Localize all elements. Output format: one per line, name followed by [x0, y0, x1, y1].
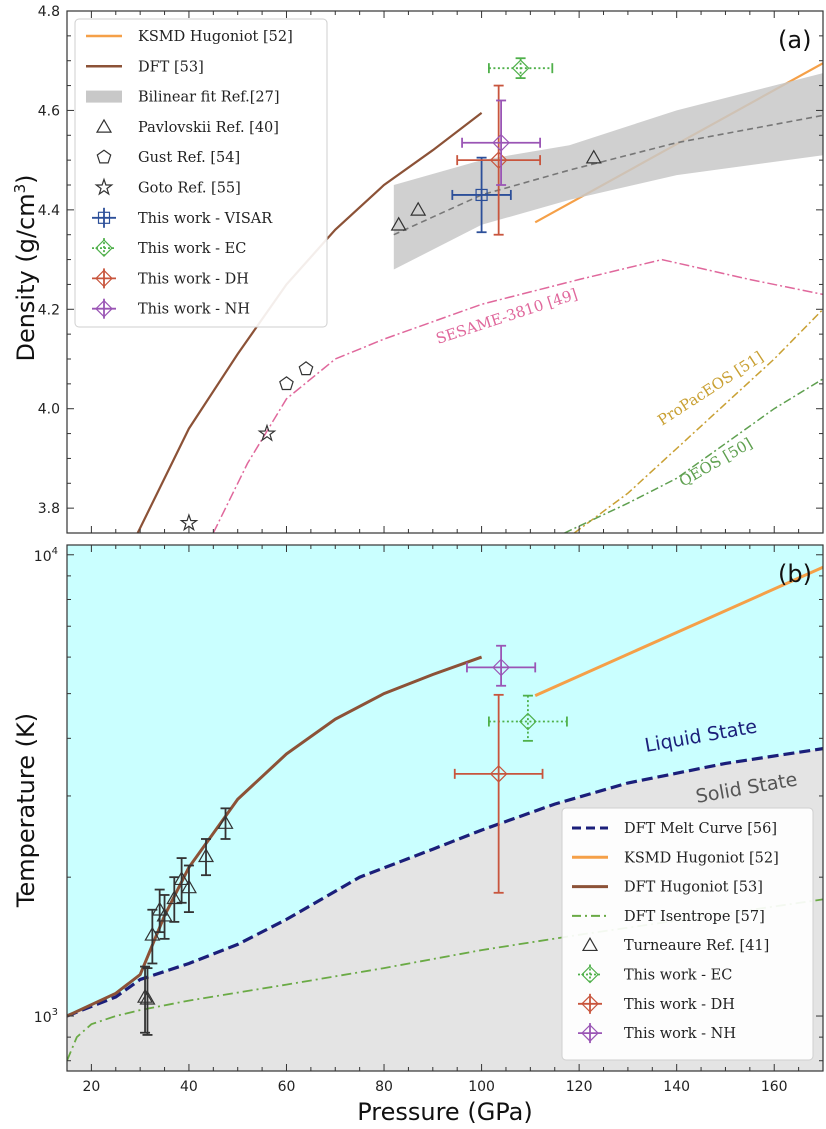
sesame-annotation: SESAME-3810 [49]	[434, 285, 580, 348]
y-tick-label-a: 4.8	[38, 4, 60, 20]
points-a-pavlovskii-ref-40-marker	[585, 149, 602, 164]
points-b-turneaure-ref-41-marker	[217, 814, 234, 829]
points-a-gust-ref-54-marker	[298, 361, 314, 376]
series-a-bilinear-fit-ref-27-center	[393, 114, 823, 236]
legend-label: Bilinear fit Ref.[27]	[138, 90, 280, 106]
x-axis-label: Pressure (GPa)	[357, 1098, 533, 1126]
points-a-goto-ref-55-marker	[257, 423, 277, 442]
series-b-dft-isentrope-57	[67, 898, 823, 1062]
points-b-turneaure-ref-41-marker	[151, 901, 168, 916]
points-b-turneaure-ref-41-marker	[180, 879, 197, 894]
points-b-turneaure-ref-41-marker	[144, 926, 161, 941]
y-tick-label-a: 4.0	[38, 402, 60, 418]
panel-a-frame	[66, 10, 824, 534]
legend-label: DFT Melt Curve [56]	[624, 821, 777, 837]
legend-swatch-marker	[95, 269, 113, 288]
legend-label: KSMD Hugoniot [52]	[138, 29, 293, 45]
points-b-turneaure-ref-41-marker	[166, 890, 183, 905]
x-tick-label: 20	[82, 1079, 100, 1095]
panel-a-label: (a)	[778, 26, 811, 54]
legend-swatch-marker	[96, 149, 112, 164]
points-b-this-work-nh-marker	[492, 658, 510, 677]
points-b-this-work-dh-marker	[489, 764, 508, 783]
legend-label: DFT [53]	[138, 59, 204, 75]
points-a-this-work-nh-marker	[492, 133, 510, 152]
panel-a-plot-area	[136, 57, 823, 533]
panel-b-ylabel: Temperature (K)	[12, 713, 40, 908]
x-tick-label: 120	[566, 1079, 593, 1095]
series-a-bilinear-fit-ref-27-band	[393, 73, 823, 270]
panel-a-ticks: 3.8 4.0 4.2 4.4 4.6 4.8	[38, 4, 823, 533]
points-a-this-work-ec-marker	[511, 59, 530, 78]
points-a-this-work-dh-marker	[489, 151, 508, 169]
panel-a-ylabel: Density (g/cm3)	[11, 174, 40, 361]
points-a-gust-ref-54-marker	[279, 376, 294, 391]
legend-label: This work - NH	[624, 1026, 736, 1042]
x-tick-label: 100	[468, 1079, 495, 1095]
legend-label: Goto Ref. [55]	[138, 181, 241, 197]
points-b-turneaure-ref-41-marker	[156, 907, 173, 922]
legend-label: This work - VISAR	[138, 211, 273, 227]
legend-label: Gust Ref. [54]	[138, 150, 240, 166]
series-a-propaceos-51	[573, 308, 823, 533]
y-tick-label-a: 4.6	[38, 103, 60, 119]
legend-swatch	[86, 90, 122, 103]
points-b-turneaure-ref-41-marker	[197, 848, 215, 863]
legend-swatch-marker	[581, 1024, 599, 1042]
series-b-ksmd-hugoniot-52	[534, 565, 823, 697]
legend-label: This work - DH	[138, 271, 249, 287]
points-b-turneaure-ref-41-marker	[137, 988, 154, 1003]
y-tick-label-a: 3.8	[38, 501, 60, 517]
points-b-this-work-ec-marker	[519, 712, 537, 731]
legend-label: Pavlovskii Ref. [40]	[138, 120, 279, 136]
x-tick-label: 80	[375, 1079, 393, 1095]
legend-swatch-marker	[95, 239, 113, 257]
legend-swatch-marker	[581, 994, 599, 1013]
qeos-annotation: QEOS [50]	[676, 434, 755, 490]
legend-label: KSMD Hugoniot [52]	[624, 850, 779, 866]
legend-swatch-marker	[97, 211, 111, 224]
panel-b-legend-box	[561, 807, 814, 1061]
x-tick-label: 140	[663, 1079, 690, 1095]
legend-label: Turneaure Ref. [41]	[624, 938, 769, 954]
y-tick-label-b: 103	[34, 1007, 58, 1026]
y-tick-label-b: 104	[34, 546, 58, 565]
panel-b-frame	[66, 544, 824, 1072]
panel-a-legend-box	[74, 18, 328, 328]
legend-swatch-marker	[581, 965, 599, 984]
x-tick-label: 160	[761, 1079, 788, 1095]
series-a-sesame-3810-49	[212, 258, 823, 533]
legend-label: This work - DH	[624, 997, 735, 1013]
legend-swatch-marker	[94, 177, 114, 196]
legend-label: This work - EC	[624, 968, 732, 984]
legend-swatch-marker	[95, 299, 113, 318]
points-a-pavlovskii-ref-40-marker	[410, 201, 427, 216]
y-tick-label-a: 4.2	[38, 302, 60, 318]
panel-b-ticks: 20 40 60 80 100 120 140 160 103 104	[34, 545, 823, 1095]
legend-label: This work - NH	[138, 302, 250, 318]
points-b-turneaure-ref-41-marker	[139, 990, 156, 1005]
points-a-this-work-visar-marker	[475, 188, 488, 202]
legend-label: DFT Isentrope [57]	[624, 909, 765, 925]
series-b-dft-melt-curve-56	[67, 747, 823, 1018]
y-tick-label-a: 4.4	[38, 203, 60, 219]
panel-b-label: (b)	[778, 560, 812, 588]
panel-b-legend: DFT Melt Curve [56] KSMD Hugoniot [52] DFT…	[561, 807, 814, 1061]
points-b-turneaure-ref-41-marker	[173, 870, 190, 886]
legend-label: DFT Hugoniot [53]	[624, 880, 763, 896]
panel-a-legend: KSMD Hugoniot [52] DFT [53] Bilinear fit R…	[74, 18, 328, 328]
series-b-dft-hugoniot-53	[67, 655, 483, 1018]
legend-swatch-marker	[95, 118, 113, 133]
legend-label: This work - EC	[138, 241, 246, 257]
points-a-pavlovskii-ref-40-marker	[390, 216, 407, 231]
panel-b-plot-area	[67, 565, 823, 1062]
x-tick-label: 40	[180, 1079, 198, 1095]
legend-swatch-marker	[581, 936, 599, 952]
x-tick-label: 60	[278, 1079, 296, 1095]
